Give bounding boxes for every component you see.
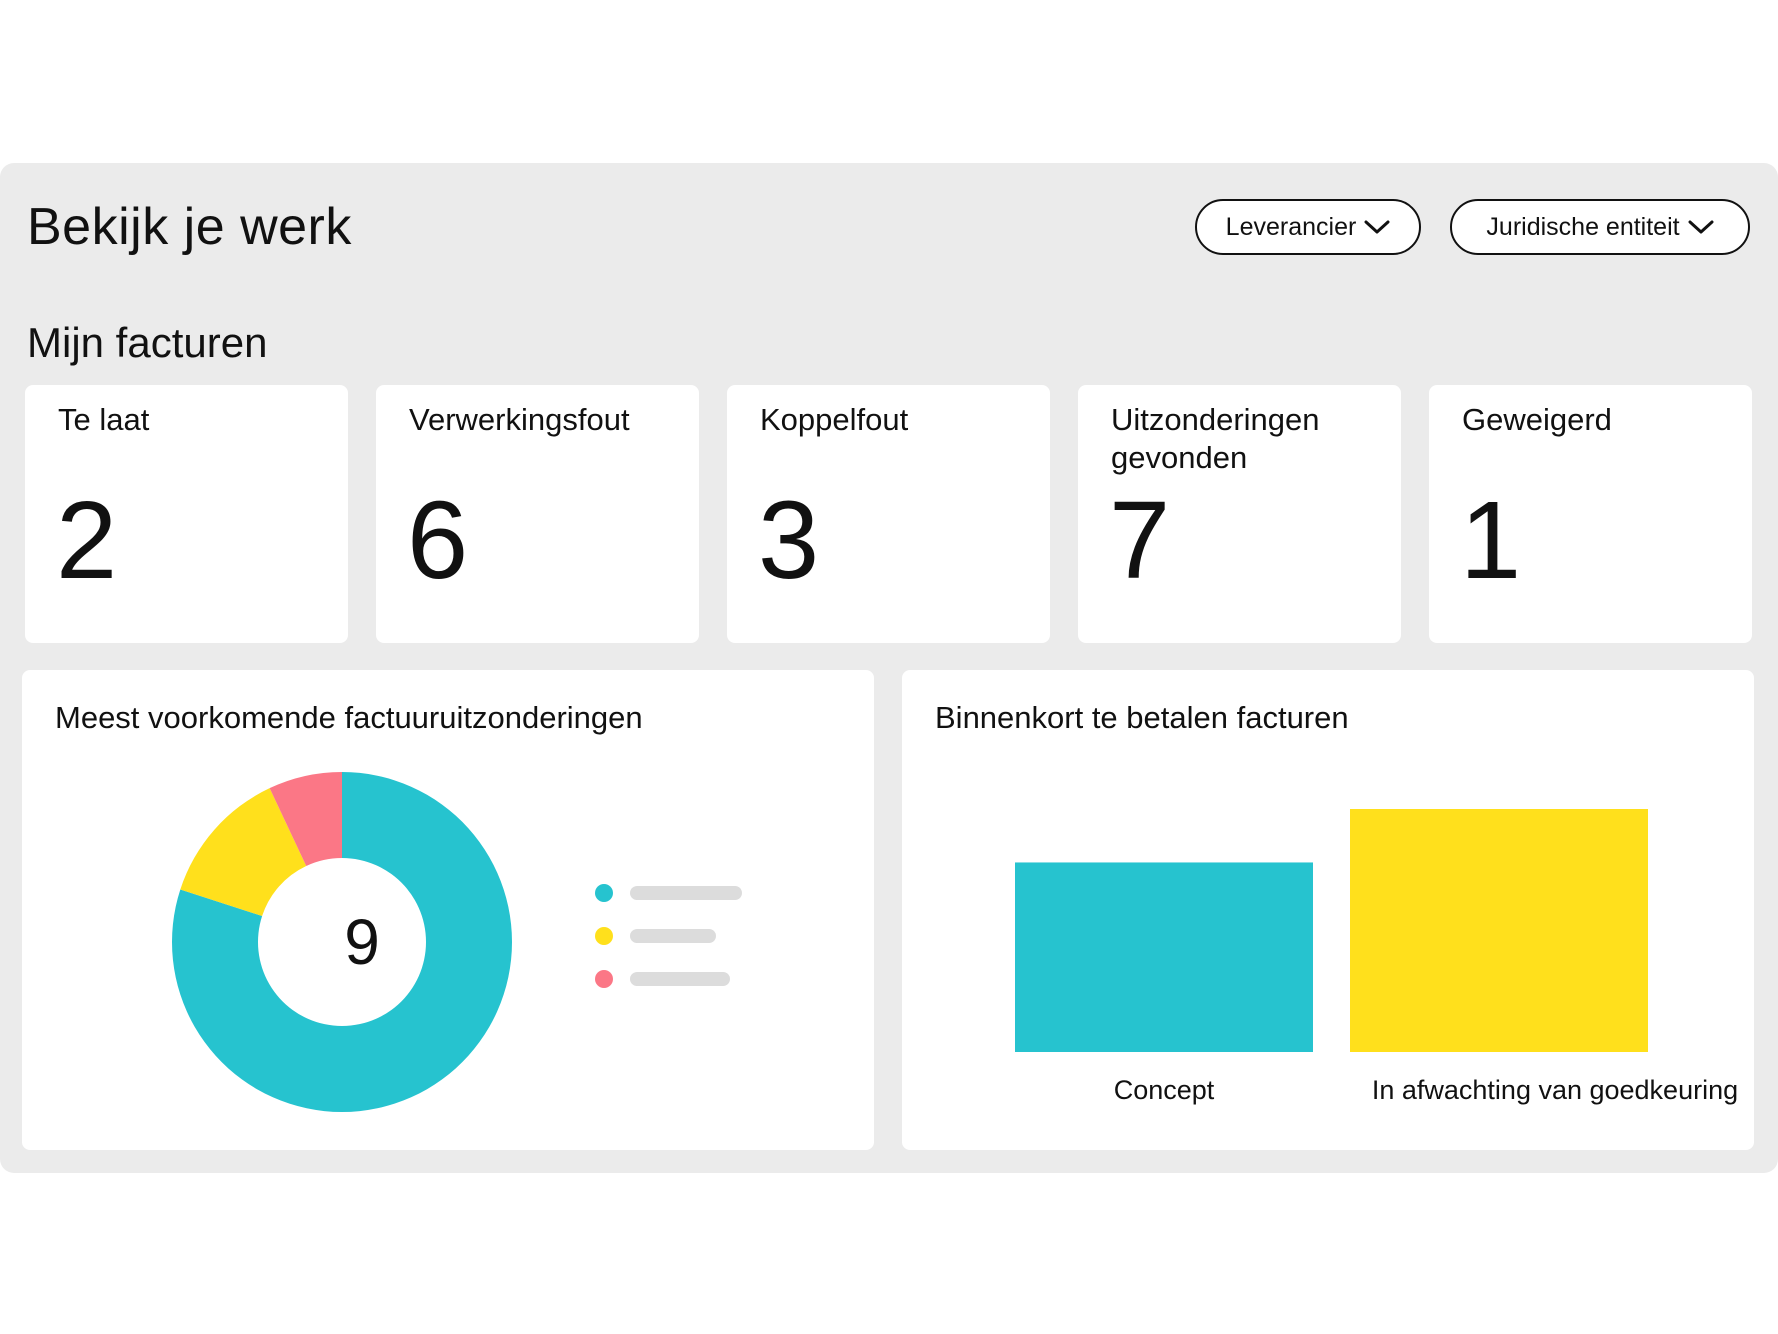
kpi-value: 7 [1109,479,1171,602]
bar-category-label: Concept [1113,1075,1215,1105]
legend-label-placeholder [630,929,716,943]
kpi-label: Geweigerd [1462,402,1612,437]
legend-dot [595,884,613,902]
legal-entity-filter-dropdown[interactable]: Juridische entiteit [1450,199,1750,255]
kpi-value: 6 [407,479,469,602]
kpi-card-late[interactable]: Te laat 2 [25,385,348,643]
donut-slice[interactable] [180,788,307,917]
chevron-down-icon [1688,219,1714,235]
kpi-card-processing-error[interactable]: Verwerkingsfout 6 [376,385,699,643]
kpi-value: 1 [1460,479,1522,602]
chart-title: Binnenkort te betalen facturen [935,700,1349,735]
kpi-card-exceptions-found[interactable]: Uitzonderingen gevonden 7 [1078,385,1401,643]
kpi-label: Uitzonderingen gevonden [1111,402,1320,475]
donut-slice[interactable] [171,772,512,1112]
page-title: Bekijk je werk [27,198,352,256]
kpi-label: Verwerkingsfout [409,402,630,437]
chevron-down-icon [1364,219,1390,235]
kpi-label: Te laat [58,402,150,437]
legend-label-placeholder [630,972,730,986]
bar-category-label: In afwachting van goedkeuring [1371,1075,1739,1105]
payables-chart-card[interactable]: Binnenkort te betalen facturen Concept I… [902,670,1754,1150]
supplier-filter-dropdown[interactable]: Leverancier [1195,199,1421,255]
kpi-label: Koppelfout [760,402,909,437]
exceptions-chart-card[interactable]: Meest voorkomende factuuruitzonderingen … [22,670,874,1150]
bar[interactable] [1350,809,1648,1052]
supplier-filter-label: Leverancier [1225,212,1357,241]
bar-chart [1015,809,1648,1052]
legend-dot [595,927,613,945]
chart-title: Meest voorkomende factuuruitzonderingen [55,700,643,735]
donut-center-total: 9 [344,906,380,978]
section-title-invoices: Mijn facturen [27,319,268,366]
legal-entity-filter-label: Juridische entiteit [1486,212,1680,241]
kpi-value: 3 [758,479,820,602]
kpi-card-rejected[interactable]: Geweigerd 1 [1429,385,1752,643]
legend-dot [595,970,613,988]
donut-slice[interactable] [269,772,342,866]
kpi-card-matching-error[interactable]: Koppelfout 3 [727,385,1050,643]
kpi-value: 2 [56,479,118,602]
dashboard-panel: Bekijk je werk Leverancier Juridische en… [0,163,1778,1173]
bar[interactable] [1015,862,1313,1052]
donut-chart [171,772,742,1112]
legend-label-placeholder [630,886,742,900]
